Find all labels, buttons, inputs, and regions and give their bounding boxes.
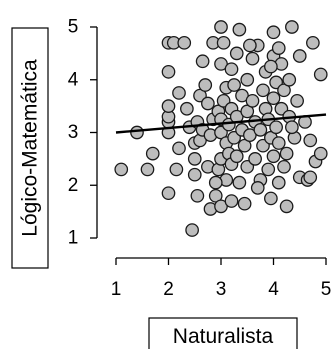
data-point xyxy=(282,72,297,87)
data-point xyxy=(237,196,252,211)
data-point xyxy=(161,64,176,79)
data-point xyxy=(253,123,268,137)
data-point xyxy=(232,175,247,190)
data-point xyxy=(187,167,202,182)
data-point xyxy=(269,120,283,135)
data-point xyxy=(227,78,241,92)
data-point xyxy=(266,149,281,164)
data-point xyxy=(224,62,239,77)
data-point xyxy=(256,83,270,98)
data-point xyxy=(248,152,262,166)
data-point xyxy=(198,78,213,92)
y-tick-label: 4 xyxy=(68,69,79,90)
data-point xyxy=(245,94,260,108)
x-axis-title: Naturalista xyxy=(173,325,274,348)
y-tick-label: 2 xyxy=(68,175,79,196)
data-point xyxy=(216,35,231,50)
data-point xyxy=(229,149,244,164)
data-point xyxy=(180,101,194,116)
data-point xyxy=(285,120,299,135)
data-point xyxy=(266,25,281,40)
data-point xyxy=(279,146,294,161)
data-point xyxy=(214,20,228,34)
data-point xyxy=(195,54,210,69)
data-point xyxy=(285,20,299,34)
x-tick-label: 1 xyxy=(111,279,122,300)
data-point xyxy=(190,188,205,203)
data-point xyxy=(229,46,244,61)
data-point xyxy=(279,199,294,214)
data-point xyxy=(161,99,176,113)
y-tick-label: 5 xyxy=(68,17,79,38)
y-tick-label: 1 xyxy=(68,228,79,249)
x-axis-ticks: 1 2 3 4 5 xyxy=(111,258,332,300)
data-point xyxy=(303,133,318,148)
data-point xyxy=(114,162,129,177)
data-point xyxy=(240,72,255,87)
x-tick-label: 5 xyxy=(321,279,332,300)
regression-line xyxy=(115,113,327,134)
y-tick-label: 3 xyxy=(68,122,79,143)
data-point xyxy=(266,91,281,106)
data-point xyxy=(172,86,186,100)
y-axis-ticks: 1 2 3 4 5 xyxy=(68,17,97,249)
data-point xyxy=(161,186,176,201)
data-point xyxy=(169,162,184,177)
data-point xyxy=(201,96,215,111)
data-point xyxy=(290,94,304,108)
data-point xyxy=(303,170,318,185)
data-point xyxy=(245,51,260,66)
data-point xyxy=(261,162,276,177)
data-point xyxy=(208,175,223,190)
data-point xyxy=(271,41,286,55)
data-point xyxy=(243,38,257,53)
x-tick-label: 3 xyxy=(216,279,227,300)
data-point xyxy=(187,152,202,166)
data-point xyxy=(264,191,278,206)
data-point xyxy=(185,223,199,237)
data-point xyxy=(271,175,286,190)
x-tick-label: 2 xyxy=(163,279,174,300)
data-point xyxy=(277,159,291,174)
data-point xyxy=(313,67,328,82)
data-point xyxy=(224,194,239,208)
data-point xyxy=(172,141,186,156)
data-points xyxy=(114,20,328,237)
y-axis-title: Lógico-Matemática xyxy=(19,59,42,237)
data-point xyxy=(292,49,307,63)
y-axis-title-box xyxy=(11,27,49,269)
data-point xyxy=(130,125,144,140)
data-point xyxy=(306,35,320,50)
data-point xyxy=(140,162,155,177)
data-point xyxy=(250,181,265,195)
data-point xyxy=(232,22,247,37)
data-point xyxy=(177,35,192,50)
data-point xyxy=(145,146,160,161)
x-tick-label: 4 xyxy=(268,279,279,300)
data-point xyxy=(264,59,278,74)
x-axis-title-box xyxy=(148,317,298,349)
data-point xyxy=(313,146,328,161)
data-point xyxy=(271,136,286,150)
